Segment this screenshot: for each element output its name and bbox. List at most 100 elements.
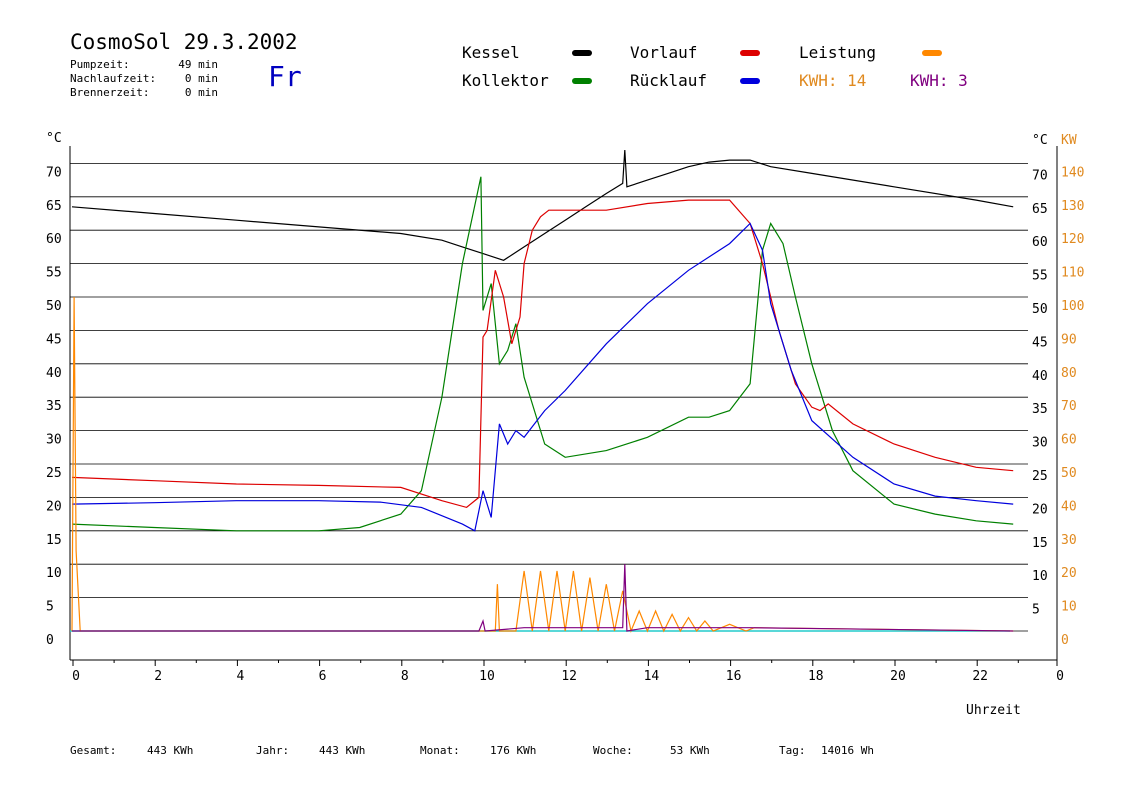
footer-gesamt-value: 443 KWh <box>147 744 194 757</box>
x-tick-label-8: 16 <box>726 669 742 684</box>
legend-leistung-label: Leistung <box>799 43 877 62</box>
power-label-100: 100 <box>1061 299 1084 314</box>
footer-woche-label: Woche: <box>593 744 633 757</box>
y-right-label-5: 5 <box>1032 603 1040 618</box>
series-r-cklauf <box>71 222 1014 532</box>
info-labels: Pumpzeit: Nachlaufzeit: Brennerzeit: <box>70 58 156 100</box>
legend-kessel-label: Kessel <box>462 43 520 62</box>
power-label-120: 120 <box>1061 232 1084 247</box>
power-label-140: 140 <box>1061 165 1084 180</box>
power-label-130: 130 <box>1061 199 1084 214</box>
y-left-label-0: 0 <box>46 633 54 648</box>
x-tick-label-5: 10 <box>479 669 495 684</box>
info-label-pumpzeit: Pumpzeit: <box>70 58 130 71</box>
axes <box>69 146 1058 666</box>
chart-title: CosmoSol 29.3.2002 <box>70 30 298 54</box>
legend-kollektor-label: Kollektor <box>462 71 549 90</box>
footer-monat-value: 176 KWh <box>490 744 537 757</box>
power-label-80: 80 <box>1061 366 1077 381</box>
power-label-70: 70 <box>1061 399 1077 414</box>
legend-kollektor-swatch <box>572 78 592 84</box>
legend-kessel-swatch <box>572 50 592 56</box>
legend-vorlauf-label: Vorlauf <box>630 43 698 62</box>
info-values: 49 min 0 min 0 min <box>170 58 218 100</box>
y-left-label-35: 35 <box>46 399 62 414</box>
y-right-label-10: 10 <box>1032 569 1048 584</box>
y-left-label-60: 60 <box>46 232 62 247</box>
y-left-label-50: 50 <box>46 299 62 314</box>
info-value-brennerzeit: 0 min <box>184 86 218 99</box>
series-kollektor <box>71 176 1014 532</box>
power-label-60: 60 <box>1061 433 1077 448</box>
y-left-label-10: 10 <box>46 566 62 581</box>
info-value-pumpzeit: 49 min <box>178 58 218 71</box>
footer-woche-value: 53 KWh <box>670 744 710 757</box>
y-right-label-45: 45 <box>1032 335 1048 350</box>
footer-monat-label: Monat: <box>420 744 460 757</box>
power-label-40: 40 <box>1061 499 1077 514</box>
info-label-brennerzeit: Brennerzeit: <box>70 86 150 99</box>
x-tick-label-4: 8 <box>401 669 409 684</box>
y-right-label-40: 40 <box>1032 369 1048 384</box>
y-right-label-30: 30 <box>1032 436 1048 451</box>
power-label-0: 0 <box>1061 633 1069 648</box>
grid-lines <box>70 162 1028 632</box>
y-right-label-35: 35 <box>1032 402 1048 417</box>
legend-vorlauf-swatch <box>740 50 760 56</box>
y-left-label-55: 55 <box>46 266 62 281</box>
x-tick-label-11: 22 <box>972 669 988 684</box>
x-tick-label-6: 12 <box>561 669 577 684</box>
y-left-label-20: 20 <box>46 499 62 514</box>
x-tick-label-2: 4 <box>236 669 244 684</box>
x-tick-label-0: 0 <box>72 669 80 684</box>
footer-tag-value: 14016 Wh <box>821 744 874 757</box>
info-value-nachlaufzeit: 0 min <box>184 72 218 85</box>
y-left-label-15: 15 <box>46 533 62 548</box>
x-tick-label-1: 2 <box>154 669 162 684</box>
footer-tag-label: Tag: <box>779 744 806 757</box>
x-tick-label-10: 20 <box>890 669 906 684</box>
footer-jahr-value: 443 KWh <box>319 744 366 757</box>
legend-kwh-total: KWH: 14 <box>799 71 867 90</box>
y-right-label-15: 15 <box>1032 536 1048 551</box>
y-left-label-70: 70 <box>46 165 62 180</box>
legend-kwh-burner: KWH: 3 <box>910 71 968 90</box>
tick-labels: 0 2 4 6 8 10 12 14 16 18 20 22 0 0 5 10 15 20 25 30 35 40 45 50… <box>46 131 1084 718</box>
footer-gesamt-label: Gesamt: <box>70 744 117 757</box>
series-leistung <box>71 296 1014 634</box>
x-tick-label-9: 18 <box>808 669 824 684</box>
info-label-nachlaufzeit: Nachlaufzeit: <box>70 72 157 85</box>
legend-ruecklauf-swatch <box>740 78 760 84</box>
power-label-30: 30 <box>1061 533 1077 548</box>
y-right-label-70: 70 <box>1032 168 1048 183</box>
y-right-label-65: 65 <box>1032 202 1048 217</box>
y-right-label-50: 50 <box>1032 302 1048 317</box>
power-label-110: 110 <box>1061 266 1084 281</box>
legend-leistung-swatch <box>922 50 942 56</box>
y-right-label-60: 60 <box>1032 235 1048 250</box>
y-right-label-55: 55 <box>1032 269 1048 284</box>
y-left-label-40: 40 <box>46 366 62 381</box>
y-right-label-20: 20 <box>1032 502 1048 517</box>
y-right-label-25: 25 <box>1032 469 1048 484</box>
power-label-20: 20 <box>1061 566 1077 581</box>
x-axis-label: Uhrzeit <box>966 703 1021 718</box>
series-lines <box>70 149 1014 634</box>
y-left-label-65: 65 <box>46 199 62 214</box>
y-left-unit: °C <box>46 131 62 146</box>
series-kessel <box>71 149 1014 261</box>
series-brenner <box>72 564 1014 632</box>
y-left-label-30: 30 <box>46 433 62 448</box>
y-left-label-25: 25 <box>46 466 62 481</box>
x-tick-label-12: 0 <box>1056 669 1064 684</box>
power-unit: KW <box>1061 133 1077 148</box>
power-label-90: 90 <box>1061 332 1077 347</box>
weekday-label: Fr <box>268 60 302 93</box>
y-left-label-45: 45 <box>46 332 62 347</box>
power-label-10: 10 <box>1061 600 1077 615</box>
footer-jahr-label: Jahr: <box>256 744 290 757</box>
legend-ruecklauf-label: Rücklauf <box>630 71 708 90</box>
x-tick-label-3: 6 <box>319 669 327 684</box>
x-tick-label-7: 14 <box>644 669 660 684</box>
